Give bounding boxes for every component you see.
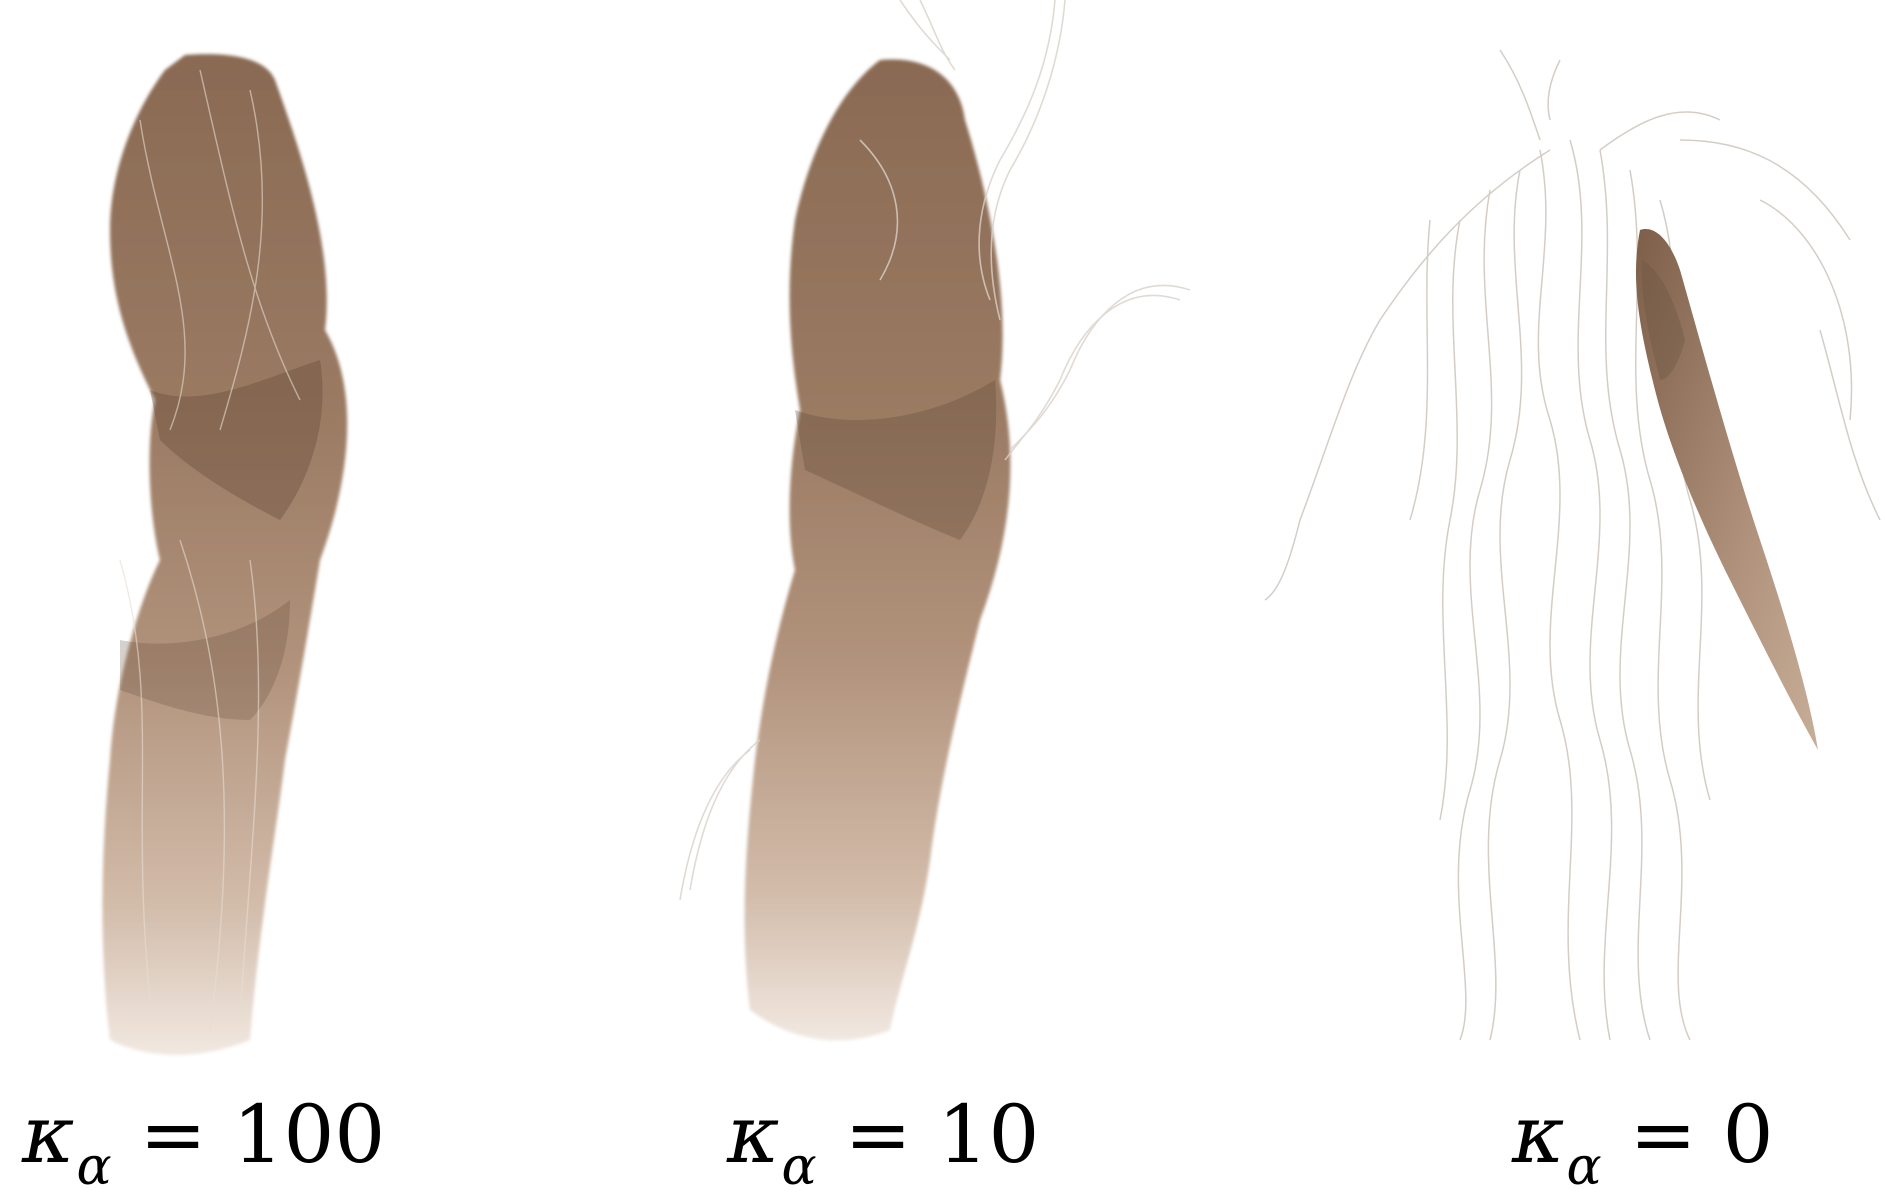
caption-kappa-0: κα = 0 [1512,1088,1774,1197]
caption-kappa-100: κα = 100 [22,1088,386,1197]
braid-shadow [795,380,997,540]
equals-sign: = [1629,1088,1697,1181]
alpha-subscript: α [76,1137,112,1197]
braid-shadow [150,360,323,520]
caption-kappa-10: κα = 10 [727,1088,1040,1197]
kappa-value: 10 [937,1088,1040,1181]
braid-lobe [102,54,348,1056]
braid-render-kappa-100 [102,54,348,1056]
braid-lobe [744,59,1011,1041]
equals-sign: = [139,1088,207,1181]
kappa-value: 0 [1722,1088,1774,1181]
strands-render-kappa-0 [1264,49,1881,1041]
kappa-symbol: κ [727,1088,780,1181]
kappa-symbol: κ [1512,1088,1565,1181]
strand-wedge [1635,229,1818,751]
alpha-subscript: α [781,1137,817,1197]
kappa-symbol: κ [22,1088,75,1181]
strand-wedge-shade [1641,260,1685,380]
alpha-subscript: α [1566,1137,1602,1197]
braid-render-kappa-10 [679,0,1191,1041]
braid-shadow [120,600,290,720]
kappa-value: 100 [232,1088,386,1181]
equals-sign: = [844,1088,912,1181]
